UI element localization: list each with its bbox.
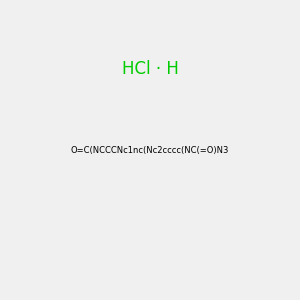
Text: O=C(NCCCNc1nc(Nc2cccc(NC(=O)N3: O=C(NCCCNc1nc(Nc2cccc(NC(=O)N3	[71, 146, 229, 154]
Text: HCl · H: HCl · H	[122, 60, 178, 78]
